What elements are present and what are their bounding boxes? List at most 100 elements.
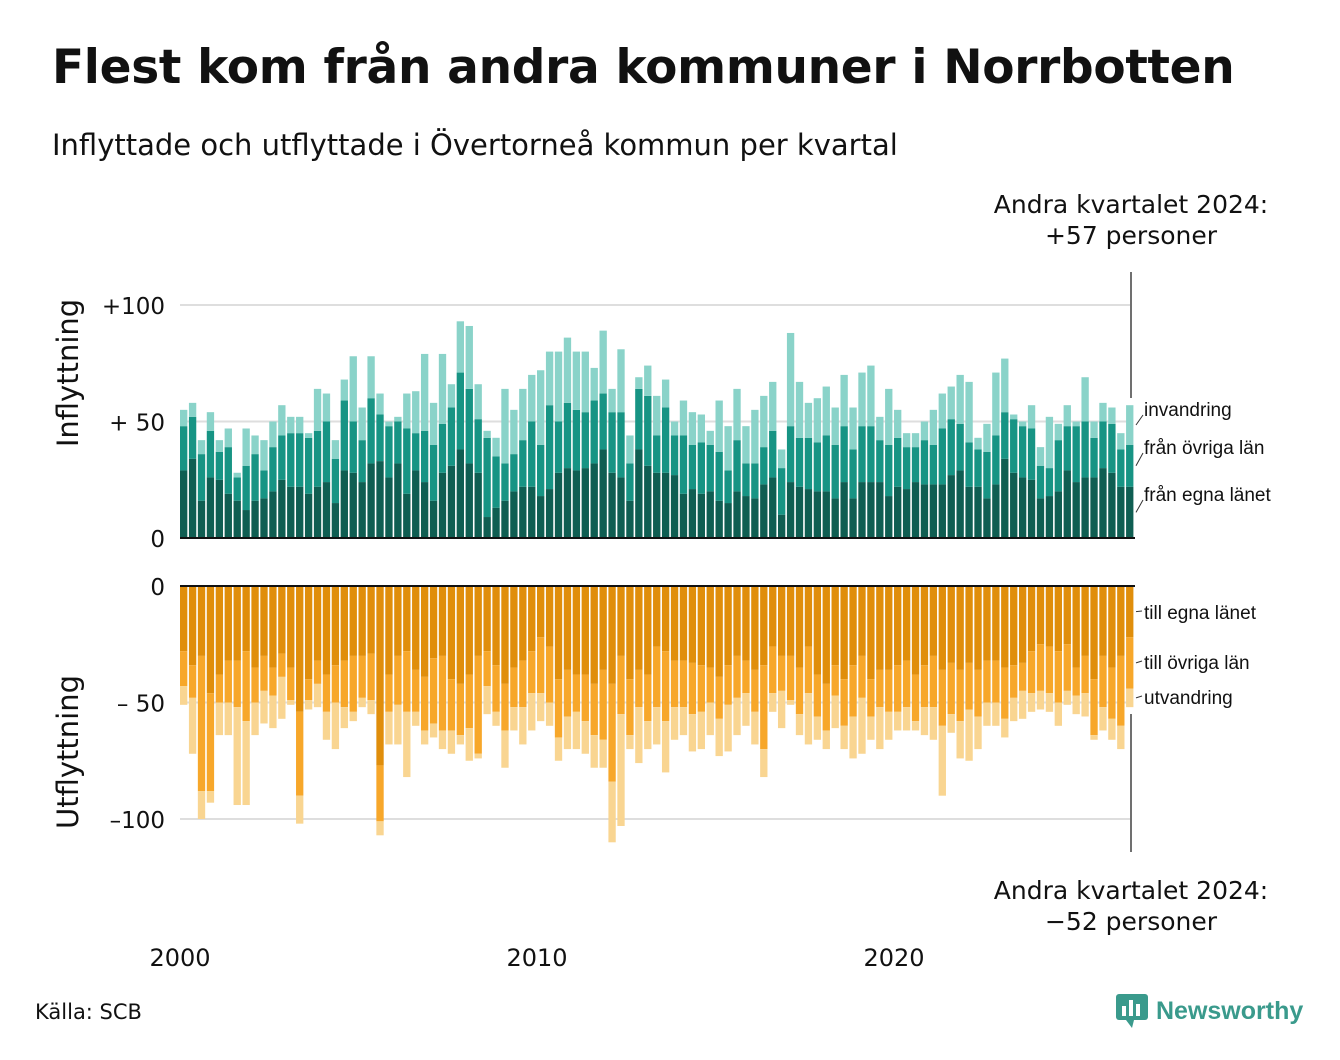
bar-in-seg (929, 409, 938, 445)
bar-in-seg (420, 353, 429, 431)
bar-in-seg (1054, 491, 1062, 538)
bar-out-seg (287, 586, 295, 668)
bar-in-seg (965, 442, 973, 487)
bar-in-seg (1045, 416, 1054, 469)
bar-in-seg (876, 416, 884, 441)
bar-in-seg (733, 491, 741, 538)
bar-out-seg (510, 667, 518, 708)
bar-in-seg (876, 482, 884, 538)
bar-out-seg (313, 660, 322, 684)
bar-out-seg (528, 586, 536, 652)
bar-in-seg (831, 498, 839, 538)
bar-out-seg (974, 669, 982, 717)
bar-out-seg (786, 700, 795, 705)
bar-in-seg (206, 430, 215, 478)
bar-in-seg (385, 426, 393, 478)
bar-in-seg (751, 409, 759, 464)
bar-in-seg (358, 440, 366, 483)
bar-in-seg (1117, 433, 1125, 450)
chart-subtitle: Inflyttade och utflyttade i Övertorneå k… (52, 128, 898, 162)
bar-in-seg (1001, 412, 1009, 459)
bar-in-seg (679, 400, 688, 436)
bar-in-seg (278, 479, 286, 538)
bar-out-seg (322, 711, 331, 740)
bar-out-seg (706, 586, 714, 668)
bar-in-seg (385, 477, 393, 538)
bar-out-seg (697, 586, 705, 666)
bar-out-seg (1081, 693, 1089, 717)
bar-in-seg (519, 486, 527, 538)
bar-out-seg (751, 669, 759, 712)
bar-out-seg (554, 679, 563, 738)
bar-out-seg (412, 711, 420, 726)
bar-out-seg (1001, 667, 1009, 719)
bar-in-seg (626, 463, 634, 501)
bar-in-seg (965, 486, 973, 538)
bar-out-seg (438, 655, 447, 731)
bar-in-seg (974, 486, 982, 538)
bar-in-seg (608, 388, 616, 413)
bar-in-seg (1027, 428, 1036, 480)
bar-out-seg (581, 586, 589, 675)
annotation-top-line: Andra kvartalet 2024: (994, 190, 1268, 219)
bar-out-seg (635, 707, 643, 764)
bar-out-seg (929, 655, 938, 708)
bar-in-seg (885, 388, 893, 445)
bar-out-seg (322, 674, 331, 712)
bar-in-seg (296, 433, 304, 487)
bar-out-seg (813, 586, 822, 675)
bar-in-seg (992, 484, 1000, 538)
bar-out-seg (822, 730, 830, 750)
xtick-2020: 2020 (863, 944, 924, 972)
bar-in-seg (1063, 426, 1071, 471)
bar-out-seg (1018, 690, 1027, 719)
bar-in-seg (287, 486, 295, 538)
bar-in-seg (206, 477, 215, 538)
bar-out-seg (769, 646, 777, 694)
bar-in-seg (1001, 458, 1009, 538)
bar-in-seg (849, 498, 857, 538)
bar-in-seg (233, 477, 241, 501)
bar-in-seg (1108, 423, 1116, 473)
bar-out-seg (572, 586, 581, 675)
bar-in-seg (590, 400, 598, 464)
bar-in-seg (1027, 405, 1036, 429)
bar-in-seg (626, 435, 634, 464)
bar-in-seg (867, 482, 875, 538)
bar-out-seg (1036, 690, 1045, 710)
bar-in-seg (840, 426, 848, 483)
bar-out-seg (340, 707, 348, 729)
newsworthy-icon (1116, 994, 1148, 1028)
leader-in (1135, 414, 1144, 426)
bar-in-seg (724, 503, 732, 538)
bar-in-seg (242, 465, 250, 511)
bar-out-seg (1018, 586, 1027, 663)
bar-in-seg (1018, 426, 1027, 478)
bar-in-seg (563, 337, 572, 403)
bar-in-seg (769, 477, 777, 538)
bar-out-seg (688, 662, 697, 715)
bar-out-seg (992, 660, 1000, 703)
bar-out-seg (983, 586, 991, 661)
bar-out-seg (1027, 586, 1036, 652)
bar-out-seg (1010, 586, 1018, 666)
bar-out-seg (581, 674, 589, 722)
bar-in-seg (537, 496, 545, 538)
bar-in-seg (670, 435, 679, 476)
bar-in-seg (1036, 498, 1045, 538)
bar-in-seg (974, 437, 982, 450)
bar-in-seg (188, 402, 197, 417)
bar-out-seg (965, 586, 973, 663)
bar-out-seg (510, 586, 518, 668)
bar-in-seg (688, 444, 697, 490)
bar-out-seg (929, 586, 938, 656)
ytick-in: 0 (150, 527, 165, 553)
bar-in-seg (920, 421, 929, 441)
bar-in-seg (947, 419, 955, 476)
bar-in-seg (956, 374, 964, 424)
bar-in-seg (1036, 447, 1045, 466)
bar-out-seg (420, 676, 429, 731)
bar-in-seg (697, 442, 705, 494)
bar-out-seg (956, 721, 964, 759)
